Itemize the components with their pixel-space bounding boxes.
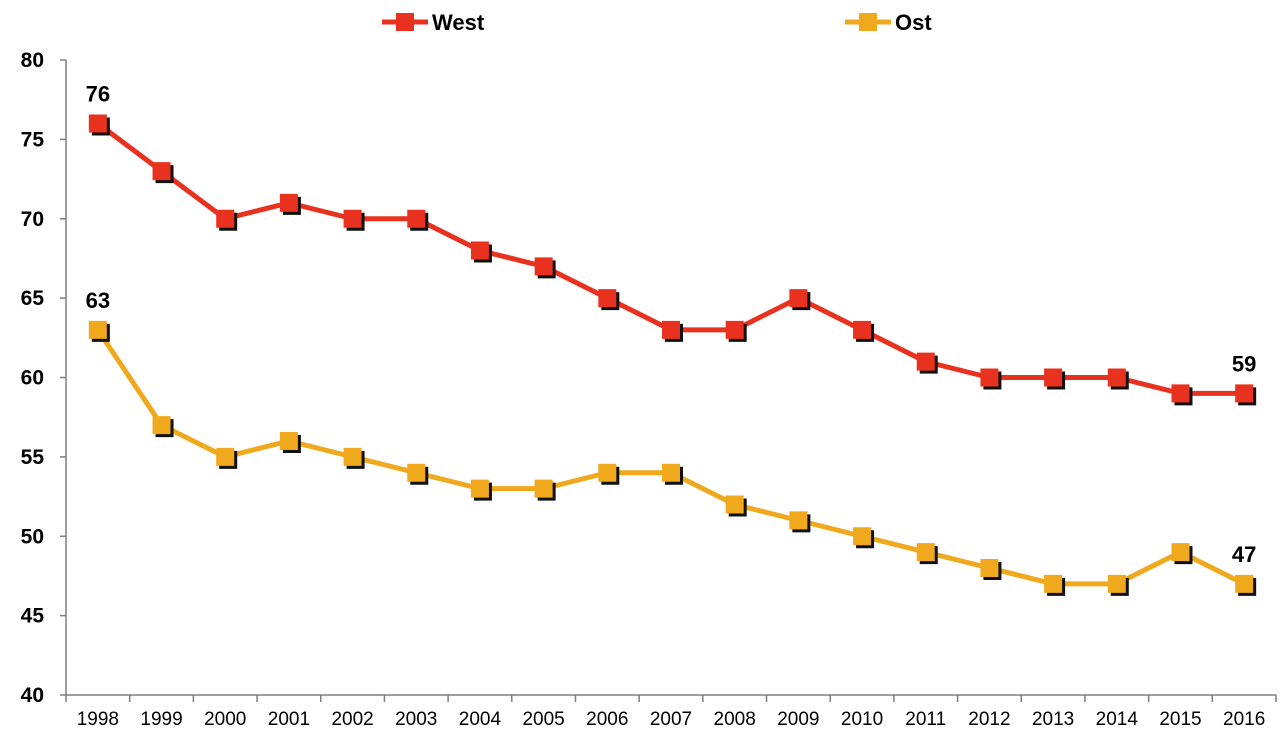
data-labels: 76 59 63 47 — [86, 82, 1257, 567]
marker-west-2013 — [1044, 368, 1063, 387]
marker-ost-2014 — [1107, 574, 1126, 593]
x-tick-label-2016: 2016 — [1223, 709, 1265, 730]
marker-west-2005 — [534, 257, 553, 276]
x-tick-label-2013: 2013 — [1032, 709, 1074, 730]
x-tick-label-2007: 2007 — [650, 709, 692, 730]
marker-ost-2001 — [279, 432, 298, 450]
y-tick-label-55: 55 — [21, 446, 45, 469]
x-tick-label-2000: 2000 — [204, 709, 246, 730]
marker-ost-2002 — [343, 447, 362, 466]
x-tick-label-2015: 2015 — [1159, 709, 1201, 730]
marker-west-1998 — [88, 114, 107, 133]
marker-west-2016 — [1235, 384, 1254, 403]
x-tick-label-2011: 2011 — [905, 709, 946, 730]
x-tick-label-2001: 2001 — [268, 709, 310, 730]
x-tick-label-2006: 2006 — [586, 709, 628, 730]
marker-ost-2008 — [725, 495, 744, 514]
y-tick-label-60: 60 — [21, 367, 44, 390]
marker-west-2000 — [216, 209, 235, 228]
y-tick-label-50: 50 — [21, 525, 44, 548]
data-label-west-2016: 59 — [1232, 351, 1256, 376]
series-layer — [88, 114, 1257, 596]
x-tick-label-1998: 1998 — [77, 709, 119, 730]
x-tick-label-1999: 1999 — [140, 709, 182, 730]
x-tick-label-2004: 2004 — [459, 709, 502, 730]
marker-ost-2004 — [470, 479, 489, 498]
marker-ost-2009 — [789, 511, 808, 530]
y-tick-label-70: 70 — [21, 208, 44, 231]
legend-marker-ost — [859, 13, 877, 31]
marker-ost-2013 — [1044, 574, 1063, 593]
x-tick-label-2008: 2008 — [714, 709, 756, 730]
y-tick-label-80: 80 — [21, 49, 44, 72]
marker-west-2003 — [407, 209, 426, 228]
legend-label-ost: Ost — [895, 10, 932, 35]
marker-ost-2006 — [598, 463, 617, 482]
marker-ost-2005 — [534, 479, 553, 498]
marker-ost-2012 — [980, 559, 999, 577]
legend-label-west: West — [432, 10, 485, 35]
y-tick-label-75: 75 — [21, 128, 45, 151]
marker-ost-2003 — [407, 463, 426, 482]
x-tick-label-2002: 2002 — [331, 709, 373, 730]
x-tick-label-2009: 2009 — [777, 709, 819, 730]
marker-west-1999 — [152, 162, 171, 181]
marker-west-2011 — [916, 352, 935, 371]
x-tick-label-2005: 2005 — [522, 709, 564, 730]
marker-ost-1998 — [88, 320, 107, 339]
marker-west-2007 — [662, 320, 680, 339]
marker-ost-2007 — [662, 463, 680, 482]
marker-west-2008 — [725, 320, 744, 339]
x-tick-label-2014: 2014 — [1096, 709, 1139, 730]
y-tick-label-45: 45 — [21, 605, 45, 628]
data-label-west-1998: 76 — [86, 82, 110, 107]
x-tick-label-2012: 2012 — [968, 709, 1010, 730]
series-line-west — [96, 121, 1245, 396]
marker-west-2012 — [980, 368, 999, 387]
chart-legend: West Ost — [382, 10, 932, 35]
marker-west-2002 — [343, 209, 362, 228]
marker-west-2014 — [1107, 368, 1126, 387]
series-west — [88, 114, 1257, 406]
chart-axes: 40 45 50 55 60 65 70 75 80 1998 1999 2000 2001 2002 20… — [21, 49, 1277, 730]
series-ost — [88, 320, 1257, 596]
x-tick-label-2010: 2010 — [841, 709, 883, 730]
data-label-ost-2016: 47 — [1232, 542, 1256, 567]
marker-west-2006 — [598, 289, 617, 308]
legend-marker-west — [396, 13, 414, 31]
y-tick-label-40: 40 — [21, 684, 44, 707]
marker-west-2015 — [1171, 384, 1190, 403]
x-tick-label-2003: 2003 — [395, 709, 437, 730]
legend-item-west: West — [382, 10, 485, 35]
legend-item-ost: Ost — [845, 10, 932, 35]
y-tick-label-65: 65 — [21, 287, 45, 310]
marker-ost-2016 — [1235, 574, 1254, 593]
marker-west-2009 — [789, 289, 808, 308]
series-line-ost — [95, 328, 1246, 587]
marker-ost-2010 — [853, 527, 872, 546]
marker-ost-2015 — [1171, 543, 1190, 562]
data-label-ost-1998: 63 — [86, 288, 110, 313]
marker-west-2001 — [279, 193, 298, 212]
marker-ost-2011 — [916, 543, 935, 562]
marker-west-2004 — [470, 241, 489, 260]
marker-ost-1999 — [152, 416, 171, 435]
marker-ost-2000 — [216, 447, 235, 466]
marker-west-2010 — [853, 320, 872, 339]
